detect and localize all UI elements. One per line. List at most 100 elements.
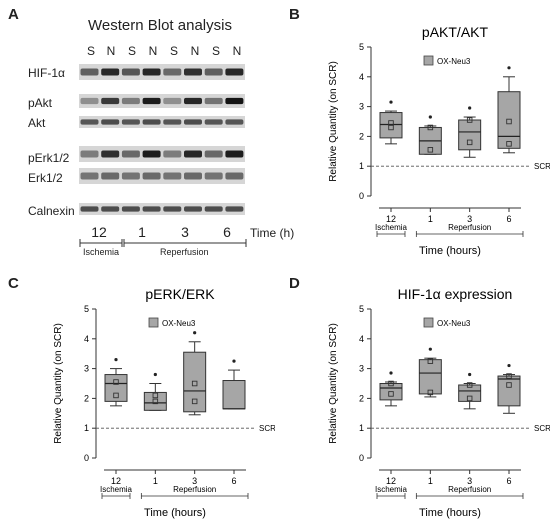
- group-label: Reperfusion: [448, 223, 491, 232]
- blot-strip: [79, 146, 245, 162]
- data-point: [152, 392, 159, 399]
- data-point: [506, 373, 512, 379]
- data-point: [427, 358, 434, 364]
- blot-strip: [79, 94, 245, 108]
- legend-label: OX-Neu3: [437, 57, 471, 66]
- blot-band: [142, 206, 161, 212]
- lane-label: S: [127, 44, 136, 58]
- blot-band: [225, 172, 244, 180]
- blot-band: [142, 150, 161, 158]
- y-tick-label: 1: [84, 423, 89, 433]
- blot-band: [184, 119, 202, 125]
- y-tick-label: 5: [359, 304, 364, 314]
- y-tick-label: 5: [84, 304, 89, 314]
- row-label: Erk1/2: [28, 171, 63, 185]
- lane-label: S: [169, 44, 178, 58]
- row-label: Calnexin: [28, 204, 75, 218]
- significance-marker: [232, 359, 236, 363]
- blot-band: [225, 150, 244, 158]
- data-point: [427, 124, 434, 131]
- significance-marker: [507, 66, 511, 70]
- y-axis-label: Relative Quantity (on SCR): [328, 323, 339, 444]
- blot-strip: [79, 203, 245, 215]
- blot-strip: [79, 64, 245, 80]
- lane-label: S: [86, 44, 95, 58]
- data-point: [388, 380, 394, 387]
- blot-band: [204, 150, 223, 158]
- blot-band: [101, 172, 120, 180]
- x-tick-label: 6: [231, 476, 236, 486]
- box-body: [418, 359, 442, 395]
- x-tick-label: 3: [192, 476, 197, 486]
- x-tick-label: 3: [467, 476, 472, 486]
- significance-marker: [389, 371, 393, 375]
- blot-band: [204, 206, 223, 212]
- x-tick-label: 12: [111, 476, 121, 486]
- blot-band: [80, 68, 99, 76]
- box-0: [104, 358, 128, 407]
- box-body: [143, 391, 167, 411]
- legend-label: OX-Neu3: [437, 319, 471, 328]
- time-unit-label: Time (h): [250, 226, 295, 240]
- blot-band: [142, 172, 161, 180]
- box-body: [458, 119, 482, 151]
- box-body: [497, 91, 521, 149]
- blot-band: [121, 119, 140, 125]
- blot-band: [101, 150, 120, 158]
- box-3: [497, 66, 521, 154]
- timepoint-label: 6: [223, 224, 231, 240]
- box-1: [418, 115, 442, 155]
- box-3: [497, 363, 521, 414]
- x-tick-label: 12: [386, 214, 396, 224]
- timepoint-label: 12: [91, 224, 107, 240]
- blot-band: [80, 206, 99, 212]
- box-2: [458, 372, 482, 410]
- chart-title: HIF-1α expression: [398, 286, 513, 302]
- y-tick-label: 3: [84, 364, 89, 374]
- group-label: Reperfusion: [173, 485, 216, 494]
- legend-label: OX-Neu3: [162, 319, 196, 328]
- blot-band: [121, 68, 140, 76]
- blot-band: [184, 150, 202, 158]
- box-2: [183, 331, 207, 416]
- blot-band: [101, 97, 120, 105]
- blot-band: [163, 119, 182, 125]
- lane-label: N: [106, 44, 116, 58]
- blot-band: [225, 119, 244, 125]
- x-tick-label: 6: [506, 214, 511, 224]
- data-point: [427, 147, 434, 153]
- y-axis-label: Relative Quantity (on SCR): [328, 61, 339, 182]
- group-label-ischemia: Ischemia: [83, 247, 120, 257]
- significance-marker: [428, 347, 432, 351]
- data-point: [466, 382, 473, 388]
- row-label: Akt: [28, 116, 46, 130]
- data-point: [466, 139, 473, 146]
- y-axis-label: Relative Quantity (on SCR): [53, 323, 64, 444]
- box-body: [497, 375, 521, 407]
- blot-band: [121, 150, 140, 158]
- scr-label: SCR: [534, 424, 550, 433]
- group-label-reperfusion: Reperfusion: [160, 247, 209, 257]
- lane-label: N: [148, 44, 158, 58]
- group-label: Reperfusion: [448, 485, 491, 494]
- y-tick-label: 4: [84, 334, 89, 344]
- blot-band: [121, 172, 140, 180]
- panel-letter: D: [289, 275, 300, 292]
- y-tick-label: 3: [359, 364, 364, 374]
- data-point: [506, 141, 512, 147]
- row-label: HIF-1α: [28, 66, 65, 80]
- y-tick-label: 4: [359, 72, 364, 82]
- scr-label: SCR: [534, 162, 550, 171]
- blot-strip: [79, 168, 245, 184]
- box-1: [418, 347, 442, 398]
- blot-band: [80, 119, 99, 125]
- group-label: Ischemia: [375, 485, 408, 494]
- blot-band: [142, 119, 161, 125]
- blot-band: [204, 172, 223, 180]
- legend-swatch: [423, 317, 434, 328]
- y-tick-label: 1: [359, 161, 364, 171]
- data-point: [506, 382, 512, 388]
- box-0: [379, 371, 403, 407]
- x-tick-label: 1: [428, 476, 433, 486]
